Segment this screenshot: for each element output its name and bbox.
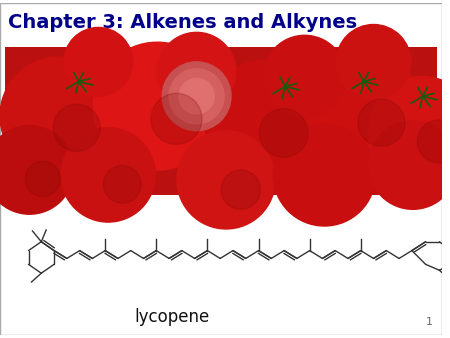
- Circle shape: [64, 27, 133, 96]
- Circle shape: [221, 170, 261, 209]
- Circle shape: [169, 69, 224, 124]
- Text: 1: 1: [426, 317, 432, 327]
- Circle shape: [336, 24, 411, 99]
- Circle shape: [25, 161, 60, 196]
- Circle shape: [305, 52, 423, 170]
- Circle shape: [369, 77, 450, 185]
- Circle shape: [158, 32, 236, 111]
- Circle shape: [179, 78, 214, 114]
- Text: lycopene: lycopene: [135, 309, 210, 327]
- Circle shape: [61, 128, 155, 222]
- Text: Chapter 3: Alkenes and Alkynes: Chapter 3: Alkenes and Alkynes: [8, 13, 357, 32]
- Circle shape: [369, 121, 450, 209]
- Circle shape: [0, 57, 118, 175]
- Circle shape: [104, 166, 141, 203]
- Circle shape: [273, 124, 375, 226]
- Circle shape: [0, 126, 74, 214]
- Circle shape: [259, 108, 308, 158]
- Circle shape: [177, 131, 275, 229]
- Circle shape: [358, 99, 405, 146]
- Circle shape: [263, 35, 346, 118]
- Circle shape: [151, 93, 202, 144]
- Circle shape: [204, 60, 326, 182]
- Circle shape: [162, 62, 231, 131]
- Circle shape: [53, 104, 100, 151]
- Bar: [5, 47, 437, 195]
- Circle shape: [417, 120, 450, 163]
- Circle shape: [94, 42, 221, 170]
